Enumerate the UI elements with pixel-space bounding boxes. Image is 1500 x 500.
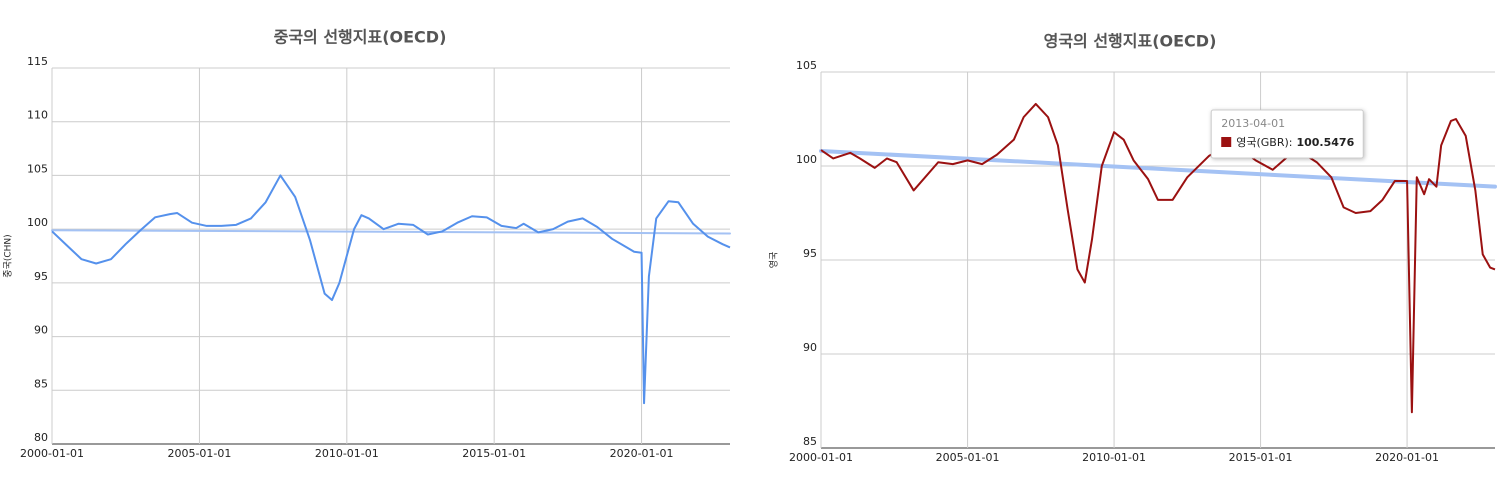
trendline [819, 148, 1497, 189]
chart: 영국의 선행지표(OECD) 영국 85 90 95 100 105 2000-01-01 20… [769, 32, 1497, 464]
tooltip-date: 2013-04-01 [1221, 117, 1285, 130]
x-tick-label: 2015-01-01 [462, 447, 526, 460]
x-tick-label: 2015-01-01 [1229, 451, 1293, 464]
y-axis-label: 중국(CHN) [3, 234, 14, 277]
chart: 중국의 선행지표(OECD) 중국(CHN) 80 85 90 95 100 105 110 11… [3, 28, 731, 460]
series-line [820, 102, 1496, 414]
trendline [51, 229, 731, 235]
x-tick-label: 2010-01-01 [1082, 451, 1146, 464]
y-tick-label: 100 [27, 216, 48, 229]
y-tick-label: 85 [803, 435, 817, 448]
tooltip-label: 영국(GBR): [1236, 136, 1292, 149]
tooltip-value: 100.5476 [1296, 136, 1354, 149]
y-tick-label: 90 [803, 341, 817, 354]
x-tick-label: 2000-01-01 [20, 447, 84, 460]
x-tick-label: 2020-01-01 [610, 447, 674, 460]
x-tick-label: 2000-01-01 [789, 451, 853, 464]
tooltip-box [1210, 109, 1364, 159]
x-tick-label: 2020-01-01 [1375, 451, 1439, 464]
y-tick-label: 90 [34, 324, 48, 337]
y-tick-label: 105 [27, 162, 48, 175]
y-tick-label: 95 [34, 270, 48, 283]
y-tick-label: 85 [34, 377, 48, 390]
y-tick-label: 95 [803, 247, 817, 260]
y-axis-label: 영국 [769, 252, 780, 269]
series-line [51, 174, 731, 405]
x-tick-label: 2010-01-01 [315, 447, 379, 460]
chart-title: 중국의 선행지표(OECD) [274, 28, 447, 47]
y-tick-label: 105 [796, 59, 817, 72]
y-tick-label: 100 [796, 153, 817, 166]
x-tick-label: 2005-01-01 [936, 451, 1000, 464]
y-tick-label: 80 [34, 431, 48, 444]
x-tick-label: 2005-01-01 [167, 447, 231, 460]
tooltip-swatch [1221, 137, 1232, 147]
y-tick-label: 115 [27, 55, 48, 68]
chart-title: 영국의 선행지표(OECD) [1044, 32, 1217, 51]
tooltip: 2013-04-01 영국(GBR): 100.5476 [1210, 109, 1364, 159]
y-tick-label: 110 [27, 109, 48, 122]
